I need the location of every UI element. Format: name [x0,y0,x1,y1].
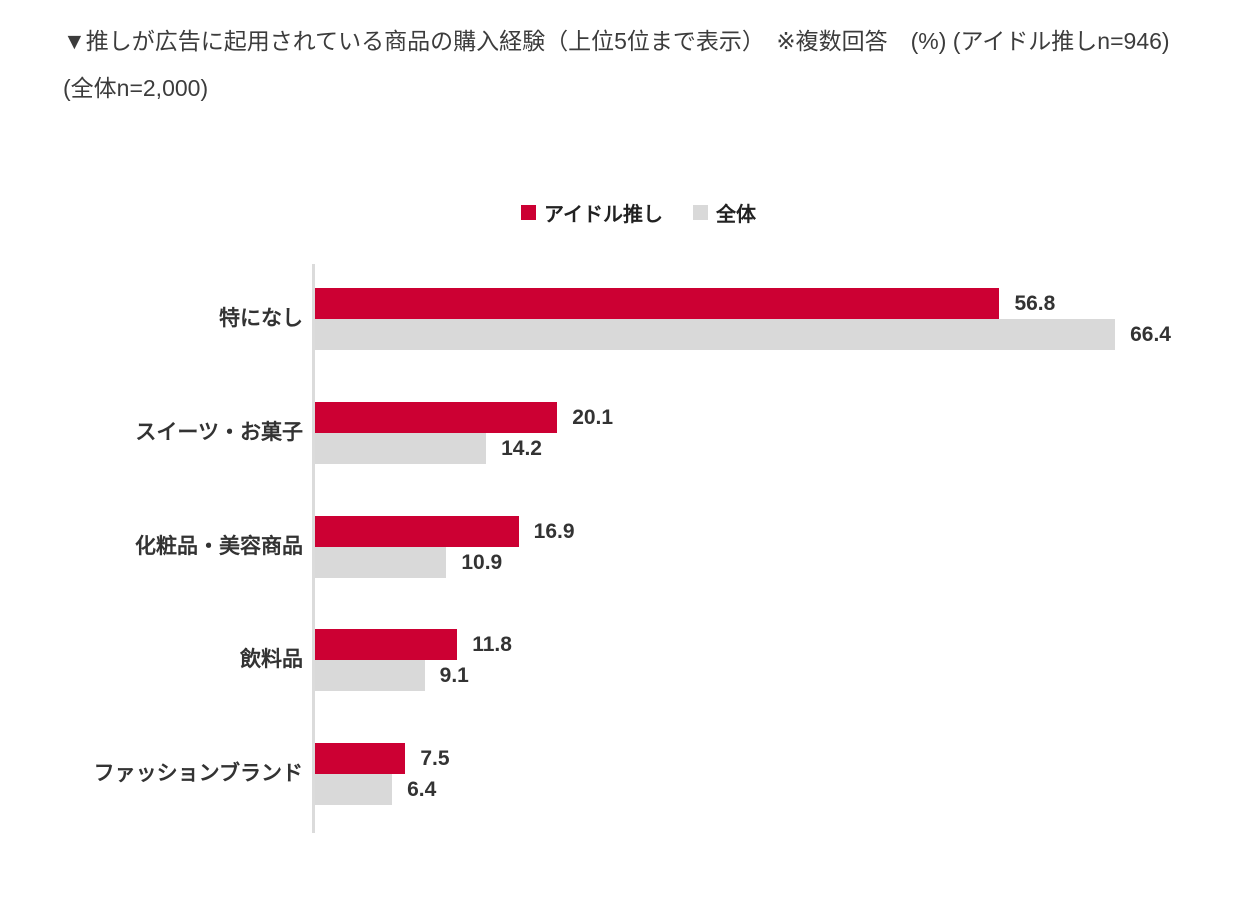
bar-overall [315,774,393,806]
value-label-overall: 66.4 [1130,323,1171,346]
value-label-idol-fan: 16.9 [533,519,575,543]
value-label-idol-fan: 7.5 [420,747,450,771]
bar-overall [315,546,447,578]
legend-item-overall: 全体 [693,198,756,227]
category-label: スイーツ・お菓子 [135,420,303,444]
y-axis-line [312,264,315,833]
bar-idol-fan [315,401,558,433]
value-label-idol-fan: 11.8 [472,633,512,657]
value-label-overall: 14.2 [501,436,542,460]
bar-idol-fan [315,743,406,775]
bar-overall [315,660,425,692]
legend-item-idol-fan: アイドル推し [521,198,663,227]
category-label: 特になし [219,307,303,330]
bar-idol-fan [315,515,519,547]
chart-legend: アイドル推し 全体 [0,198,1257,227]
value-label-overall: 6.4 [407,778,437,802]
bar-idol-fan [315,288,1000,319]
bar-overall [315,319,1116,350]
legend-label-overall: 全体 [716,204,756,226]
value-label-idol-fan: 20.1 [572,405,614,429]
bar-idol-fan [315,629,458,661]
category-label: 飲料品 [240,648,303,672]
bar-overall [315,432,487,464]
value-label-overall: 10.9 [461,550,503,574]
page-title: ▼推しが広告に起用されている商品の購入経験（上位5位まで表示） ※複数回答 (%… [63,28,1170,101]
value-label-overall: 9.1 [439,664,469,688]
value-label-idol-fan: 56.8 [1014,292,1056,315]
legend-label-idol-fan: アイドル推し [544,204,663,226]
legend-swatch-overall-icon [693,205,708,220]
category-label: 化粧品・美容商品 [135,534,303,558]
legend-swatch-idol-fan-icon [521,205,536,220]
category-label: ファッションブランド [93,762,303,786]
